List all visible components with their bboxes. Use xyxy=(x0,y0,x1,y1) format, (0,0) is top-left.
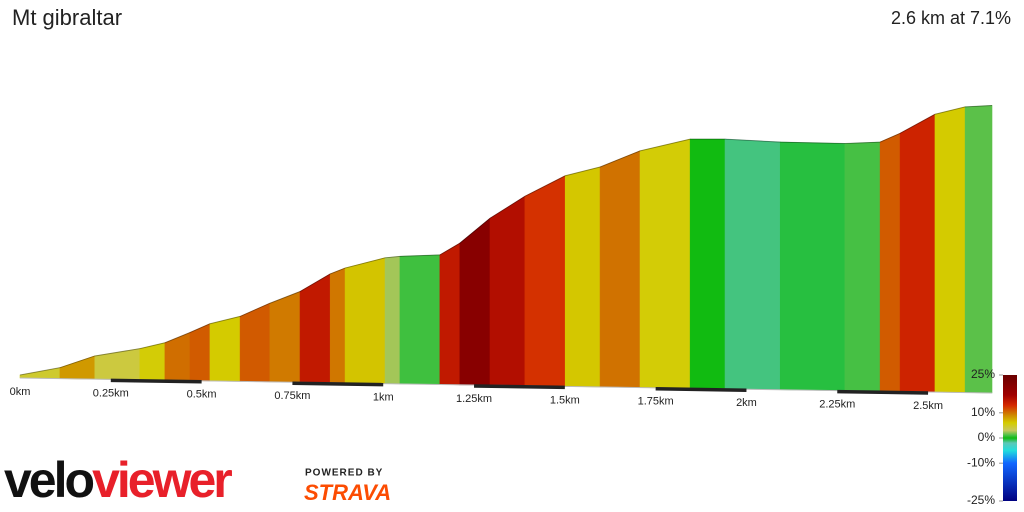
profile-segment xyxy=(689,138,726,390)
profile-outline xyxy=(19,104,993,376)
x-tick-band xyxy=(292,381,384,387)
x-tick-band xyxy=(837,389,929,395)
x-tick-label: 1.5km xyxy=(550,394,580,406)
profile-segment xyxy=(724,138,781,391)
legend-tick-label: 0% xyxy=(978,430,996,444)
profile-segment xyxy=(459,217,491,386)
chart-title: Mt gibraltar xyxy=(12,5,122,30)
profile-segment xyxy=(934,106,966,393)
profile-segment xyxy=(239,302,271,383)
legend-tick-label: 25% xyxy=(971,367,995,381)
x-tick-label: 1km xyxy=(373,392,394,404)
profile-segment xyxy=(209,316,241,382)
brand-part: velo xyxy=(4,452,94,508)
powered-by: POWERED BY xyxy=(305,468,383,479)
legend-tick-label: 10% xyxy=(971,405,995,419)
x-tick-band xyxy=(474,384,565,390)
x-tick-label: 1.75km xyxy=(638,396,674,408)
profile-segment xyxy=(899,113,936,393)
x-tick-label: 1.25km xyxy=(456,393,492,405)
profile-segment xyxy=(639,138,691,389)
chart-subtitle: 2.6 km at 7.1% xyxy=(891,8,1011,28)
profile-segment xyxy=(269,291,301,383)
x-tick-label: 2.25km xyxy=(819,399,855,411)
profile-segment xyxy=(879,132,901,392)
profile-segment xyxy=(344,257,386,384)
x-tick-label: 0.25km xyxy=(93,387,129,399)
profile-segment xyxy=(564,166,601,388)
x-tick-label: 2.5km xyxy=(913,400,943,412)
profile-segment xyxy=(189,323,211,382)
profile-segment xyxy=(94,348,141,381)
x-tick-label: 2km xyxy=(736,397,757,409)
profile-segment xyxy=(844,141,881,392)
legend-tick-label: -25% xyxy=(967,493,995,507)
profile-segment xyxy=(399,254,441,385)
profile-segment xyxy=(299,273,331,384)
legend-tick-label: -10% xyxy=(967,455,995,469)
profile-segment xyxy=(384,256,401,385)
x-tick-band xyxy=(655,387,747,392)
profile-segment xyxy=(19,367,61,379)
brand-logo: veloviewer xyxy=(4,452,232,508)
profile-segment xyxy=(329,267,346,384)
profile-segment xyxy=(599,150,641,388)
profile-segment xyxy=(59,355,96,380)
profile-segment xyxy=(779,141,846,392)
profile-segment xyxy=(524,175,566,387)
profile-segment xyxy=(439,242,461,386)
x-tick-label: 0.5km xyxy=(187,389,217,401)
brand-part: viewer xyxy=(92,452,232,508)
profile-segment xyxy=(964,105,993,394)
strava-logo: STRAVA xyxy=(304,480,391,505)
profile-segment xyxy=(489,195,526,387)
x-tick-label: 0.75km xyxy=(274,390,310,402)
color-bar xyxy=(1003,375,1017,501)
x-tick-label: 0km xyxy=(10,386,31,398)
profile-segment xyxy=(164,332,191,381)
x-tick-band xyxy=(110,378,202,384)
profile-segment xyxy=(139,342,166,381)
